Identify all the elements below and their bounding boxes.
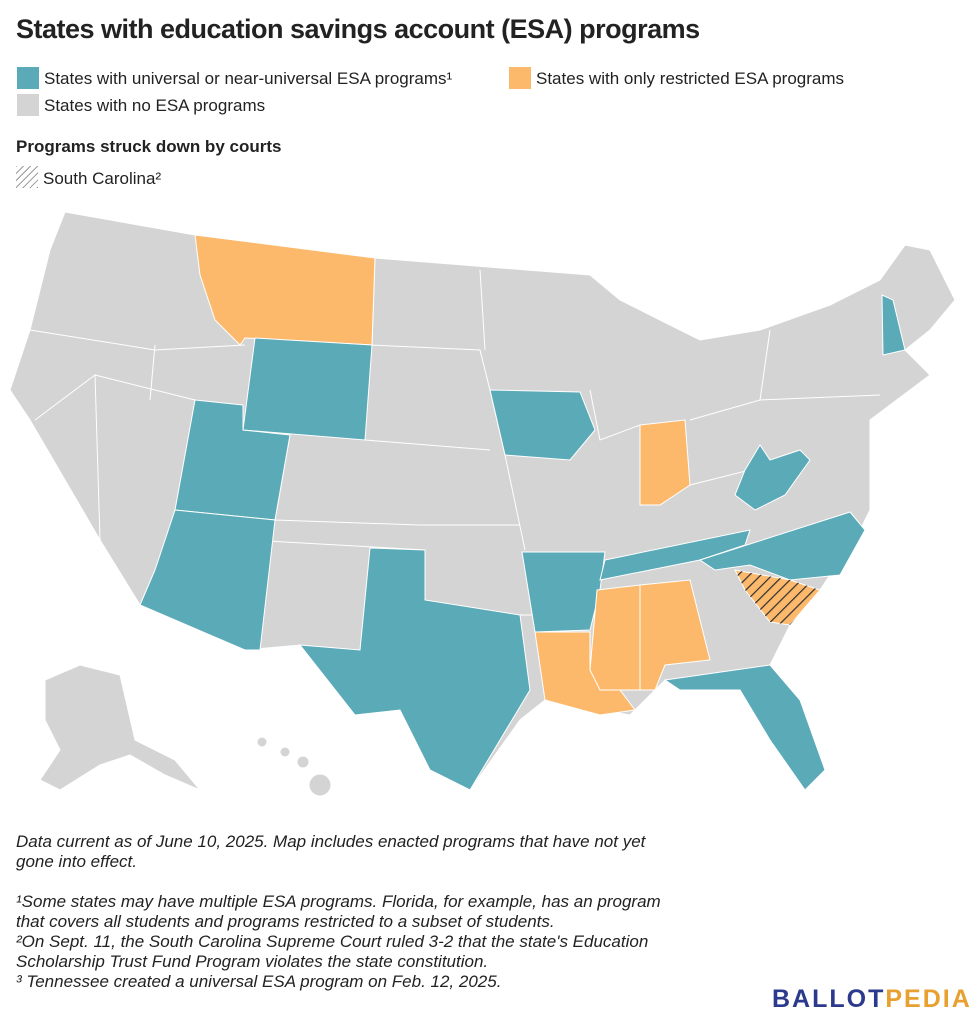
state-borders — [29, 257, 881, 661]
state-iowa — [489, 389, 596, 461]
legend-swatch — [17, 94, 39, 116]
logo-part: PEDIA — [885, 985, 972, 1013]
state-louisiana — [534, 631, 636, 716]
state-west-virginia — [734, 444, 811, 511]
island — [296, 755, 310, 769]
state-montana — [194, 234, 376, 346]
note-line: Scholarship Trust Fund Program violates … — [16, 952, 489, 971]
hatch-swatch — [16, 166, 38, 188]
struck-item: South Carolina² — [43, 169, 162, 188]
notes: Data current as of June 10, 2025. Map in… — [16, 832, 661, 992]
note-line: gone into effect. — [16, 852, 137, 871]
logo-part: BALLOT — [772, 985, 886, 1013]
legend-swatch — [509, 67, 531, 89]
struck-heading: Programs struck down by courts — [16, 137, 282, 156]
state-arkansas — [521, 551, 606, 633]
island — [308, 773, 332, 797]
hatch-south-carolina — [735, 570, 820, 625]
state-wyoming — [242, 337, 373, 441]
note-line: Data current as of June 10, 2025. Map in… — [16, 832, 646, 851]
legend-label: States with no ESA programs — [44, 96, 266, 115]
hawaii — [256, 736, 332, 797]
logo: BALLOTPEDIA — [772, 985, 972, 1014]
legend-label: States with universal or near-universal … — [44, 69, 453, 88]
map — [9, 211, 956, 797]
note-line: ³ Tennessee created a universal ESA prog… — [16, 972, 502, 991]
island — [279, 746, 291, 758]
legend-label: States with only restricted ESA programs — [536, 69, 845, 88]
note-line: that covers all students and programs re… — [16, 912, 555, 931]
state-texas — [298, 547, 531, 791]
legend-swatch — [17, 67, 39, 89]
state-alabama — [639, 579, 711, 691]
state-north-carolina — [698, 511, 866, 581]
note-line: ²On Sept. 11, the South Carolina Supreme… — [16, 932, 649, 951]
title: States with education savings account (E… — [16, 14, 700, 44]
state-mississippi — [589, 584, 641, 691]
state-new-hampshire — [881, 294, 906, 356]
state-alaska — [39, 664, 201, 791]
state-florida — [663, 664, 826, 791]
note-line: ¹Some states may have multiple ESA progr… — [16, 892, 661, 911]
state-indiana — [639, 419, 691, 506]
state-arizona — [139, 509, 276, 651]
island — [256, 736, 268, 748]
